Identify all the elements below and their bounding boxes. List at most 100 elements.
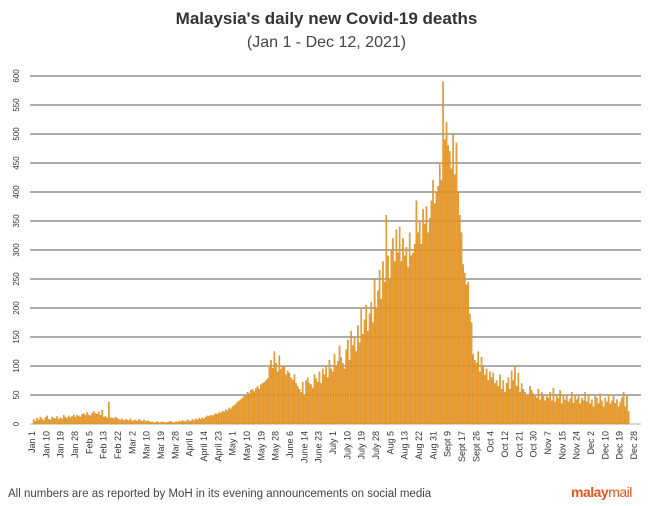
x-tick-label: Aug 31 — [428, 431, 438, 460]
y-tick-label: 150 — [12, 330, 21, 344]
bar — [52, 418, 55, 425]
bar — [326, 377, 329, 425]
bar — [576, 399, 578, 425]
bar — [316, 382, 319, 425]
x-tick-label: April 14 — [199, 431, 209, 462]
bar — [57, 419, 60, 425]
bar — [612, 396, 615, 425]
bar — [495, 380, 498, 425]
bar — [79, 416, 82, 425]
bar — [382, 261, 384, 425]
x-tick-label: June 23 — [314, 431, 324, 463]
bar — [216, 413, 219, 425]
bar — [465, 284, 468, 425]
x-tick-label: Nov 7 — [543, 431, 553, 455]
bar — [99, 415, 102, 425]
bar — [149, 422, 152, 425]
bar — [221, 411, 224, 425]
bar — [432, 180, 434, 425]
x-tick-label: Feb 13 — [99, 431, 109, 459]
bar — [278, 355, 281, 425]
x-axis-tick-labels: Jan 1 Jan 10 Jan 19 Jan 28 Feb 5 Feb 13 Feb 22… — [27, 431, 639, 463]
bar — [208, 416, 210, 425]
bar — [266, 378, 269, 425]
bar — [447, 145, 449, 425]
bar — [332, 371, 334, 425]
x-tick-label: June 6 — [285, 431, 295, 458]
bar — [300, 391, 302, 425]
bar — [174, 421, 177, 425]
bar — [454, 174, 456, 425]
y-tick-label: 100 — [12, 359, 21, 373]
bar — [178, 420, 180, 425]
bar — [417, 232, 419, 425]
x-tick-label: May 1 — [228, 431, 238, 456]
bar — [256, 386, 259, 425]
bar — [86, 412, 88, 425]
bar — [492, 372, 495, 425]
x-tick-label: Jan 10 — [41, 431, 51, 458]
bar — [330, 368, 332, 425]
bar — [494, 383, 496, 425]
bar — [134, 419, 137, 425]
x-tick-label: May 19 — [256, 431, 266, 461]
bar — [355, 351, 358, 425]
bar — [525, 394, 528, 425]
bar — [276, 371, 279, 425]
bar — [622, 391, 625, 425]
bar — [405, 246, 408, 425]
bar — [238, 400, 241, 425]
bar — [146, 420, 149, 425]
bar — [482, 365, 485, 425]
bar — [193, 420, 195, 425]
bar — [571, 391, 573, 425]
x-tick-label: Aug 13 — [400, 431, 410, 460]
bar — [352, 345, 354, 425]
bar — [529, 386, 531, 425]
bar — [442, 81, 444, 425]
bar — [291, 379, 294, 425]
bar — [596, 397, 598, 425]
x-tick-label: Nov 15 — [557, 431, 567, 460]
bar — [383, 281, 386, 425]
bar — [121, 418, 124, 425]
bar — [400, 261, 403, 425]
bar — [32, 419, 35, 425]
bar — [582, 400, 585, 425]
bar — [569, 398, 571, 425]
bar — [108, 401, 110, 425]
bar — [368, 313, 371, 425]
bar — [325, 365, 327, 425]
bar — [194, 418, 197, 425]
bar — [283, 367, 286, 425]
x-tick-label: Dec 19 — [615, 431, 625, 460]
bar — [203, 418, 205, 425]
y-tick-label: 400 — [12, 185, 21, 199]
x-tick-label: July 19 — [357, 431, 367, 460]
bar — [342, 362, 344, 425]
bar — [141, 420, 144, 425]
x-tick-label: Oct 12 — [500, 431, 510, 458]
bar — [42, 420, 45, 425]
bar — [402, 238, 404, 425]
bar — [323, 374, 326, 425]
bar — [301, 382, 304, 425]
bar — [67, 415, 70, 425]
bar — [101, 409, 103, 425]
bar — [209, 415, 212, 425]
bar — [519, 391, 521, 425]
bar — [435, 191, 438, 425]
bar — [168, 421, 170, 425]
bar — [350, 331, 352, 425]
bar — [524, 391, 526, 425]
bar — [116, 418, 119, 425]
bar — [407, 267, 409, 425]
bar — [109, 417, 112, 425]
bar — [296, 386, 299, 425]
bar — [169, 420, 172, 425]
bar — [420, 244, 423, 425]
bar — [509, 389, 511, 425]
bar — [502, 380, 505, 425]
bar — [597, 403, 600, 425]
malaymail-logo: malaymail — [571, 484, 632, 500]
